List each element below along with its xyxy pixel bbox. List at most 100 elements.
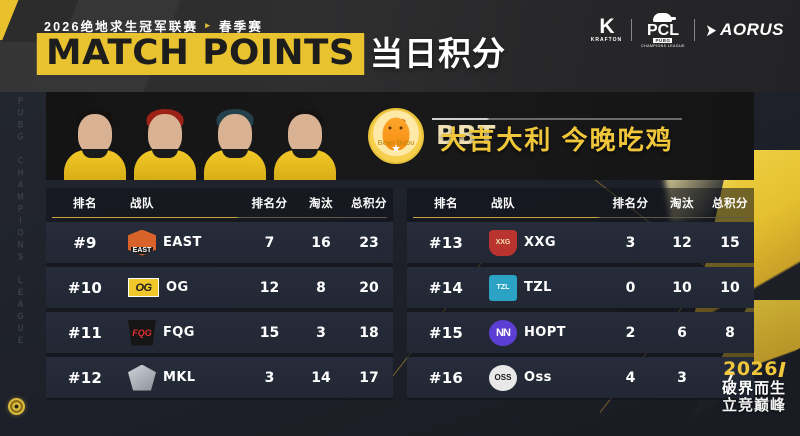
player-collar <box>82 149 108 158</box>
standings-table-left: 排名 战队 排名分 淘汰 总积分 #9 EAST EAST 7 16 23 #10 OG OG 1… <box>46 188 393 400</box>
champion-team-identity: Bean Bubu ★ BBT <box>368 108 496 164</box>
banner-slogan-block: 大吉大利 今晚吃鸡 <box>432 118 682 154</box>
sponsor-divider <box>631 19 633 41</box>
chevron-right-icon: ▸ <box>205 20 212 30</box>
cell-eliminations: 16 <box>311 234 331 251</box>
watermark-letter: I <box>19 215 23 226</box>
table-row[interactable]: #16 OSS Oss 4 3 7 <box>407 357 754 398</box>
champion-team-tag: BBT <box>436 121 497 151</box>
team-logo-label: NN <box>496 326 511 339</box>
cell-total-points: 17 <box>359 369 379 386</box>
cell-eliminations: 6 <box>677 324 687 341</box>
table-row[interactable]: #10 OG OG 12 8 20 <box>46 267 393 308</box>
team-logo-icon: FQG <box>128 319 156 346</box>
table-row[interactable]: #14 TZL TZL 0 10 10 <box>407 267 754 308</box>
mascot-icon <box>382 117 410 151</box>
player-head <box>148 114 182 154</box>
cell-total-points: 23 <box>359 234 379 251</box>
table-row[interactable]: #15 NN HOPT 2 6 8 <box>407 312 754 353</box>
table-row[interactable]: #13 XXG XXG 3 12 15 <box>407 222 754 263</box>
cell-rank: #10 <box>67 278 103 297</box>
team-logo-label: OSS <box>494 373 512 382</box>
pcl-sub2: CHAMPIONS LEAGUE <box>641 43 685 48</box>
cell-rank: #14 <box>428 278 464 297</box>
column-header-rank: 排名 <box>73 198 97 210</box>
team-logo-icon: XXG <box>489 229 517 256</box>
table-header-row: 排名 战队 排名分 淘汰 总积分 <box>46 188 393 218</box>
sponsor-bar: K KRAFTON PCL PUBG CHAMPIONS LEAGUE ➤ AO… <box>591 12 784 48</box>
cell-rank: #16 <box>428 368 464 387</box>
player-head <box>218 114 252 154</box>
footer-slogan-line1: 破界而生 <box>721 380 786 397</box>
column-header-rank: 排名 <box>434 198 458 210</box>
pcl-logo-icon: PCL PUBG CHAMPIONS LEAGUE <box>641 12 685 48</box>
cell-placement-points: 12 <box>259 279 280 296</box>
watermark-letter: P <box>17 95 25 106</box>
cell-rank: #9 <box>73 233 97 252</box>
watermark-letter: U <box>17 323 25 334</box>
cell-team-name: OG <box>166 280 189 295</box>
table-body: #13 XXG XXG 3 12 15 #14 TZL TZL 0 10 10 #15 NN HOPT 2 6 8… <box>407 222 754 398</box>
league-emblem-icon <box>8 398 25 415</box>
cell-eliminations: 8 <box>316 279 326 296</box>
cell-placement-points: 7 <box>264 234 275 251</box>
table-row[interactable]: #11 FQG FQG 15 3 18 <box>46 312 393 353</box>
table-row[interactable]: #9 EAST EAST 7 16 23 <box>46 222 393 263</box>
cell-team-name: XXG <box>524 235 556 250</box>
krafton-name: KRAFTON <box>590 36 623 43</box>
watermark-letter: G <box>17 311 25 322</box>
team-logo-icon: OG <box>128 278 159 297</box>
team-logo-label: OG <box>135 281 152 294</box>
logo-ring-text: Bean Bubu <box>377 140 415 147</box>
player-portrait <box>60 102 130 180</box>
footer-slogan: 破界而生 立竞巅峰 <box>722 380 786 414</box>
team-logo-icon <box>128 364 156 391</box>
team-logo-label: EAST <box>130 246 154 254</box>
player-collar <box>292 149 318 158</box>
cell-team: NN HOPT <box>485 319 603 346</box>
column-header-placement: 排名分 <box>251 198 288 210</box>
cell-eliminations: 3 <box>316 324 326 341</box>
sponsor-divider <box>693 19 695 41</box>
cell-total-points: 8 <box>725 324 735 341</box>
watermark-letter: M <box>17 191 25 202</box>
cell-placement-points: 3 <box>264 369 275 386</box>
cell-total-points: 10 <box>720 279 740 296</box>
cell-team: TZL TZL <box>485 274 603 301</box>
player-head <box>78 114 112 154</box>
pcl-sub: PUBG <box>653 37 673 43</box>
slogan-divider <box>432 118 682 120</box>
team-logo-label: TZL <box>496 284 510 291</box>
column-header-team: 战队 <box>491 198 515 210</box>
team-logo-icon: TZL <box>489 274 517 301</box>
watermark-letter: E <box>17 335 25 346</box>
watermark-letter: H <box>17 167 25 178</box>
cell-team: MKL <box>124 364 242 391</box>
watermark-letter: L <box>18 275 24 286</box>
cell-team-name: MKL <box>163 370 196 385</box>
cell-team: EAST EAST <box>124 229 242 256</box>
watermark-letter: S <box>17 251 25 262</box>
cell-team-name: TZL <box>524 280 552 295</box>
cell-rank: #11 <box>67 323 103 342</box>
page-title: MATCH POINTS 当日积分 <box>36 33 506 75</box>
table-row[interactable]: #12 MKL 3 14 17 <box>46 357 393 398</box>
player-portrait <box>130 102 200 180</box>
champion-banner: Bean Bubu ★ BBT 大吉大利 今晚吃鸡 <box>46 92 754 180</box>
cell-team: OSS Oss <box>485 364 603 391</box>
cell-total-points: 18 <box>359 324 379 341</box>
cell-eliminations: 10 <box>672 279 692 296</box>
cell-placement-points: 0 <box>625 279 636 296</box>
page-title-en: MATCH POINTS <box>36 33 365 75</box>
watermark-letter: A <box>17 179 25 190</box>
cell-eliminations: 14 <box>311 369 331 386</box>
cell-team-name: HOPT <box>524 325 566 340</box>
cell-placement-points: 15 <box>259 324 280 341</box>
banner-slogan: 大吉大利 今晚吃鸡 <box>440 125 674 155</box>
watermark-letter <box>19 264 22 274</box>
column-header-eliminations: 淘汰 <box>309 198 333 210</box>
cell-placement-points: 2 <box>625 324 636 341</box>
cell-placement-points: 4 <box>625 369 636 386</box>
